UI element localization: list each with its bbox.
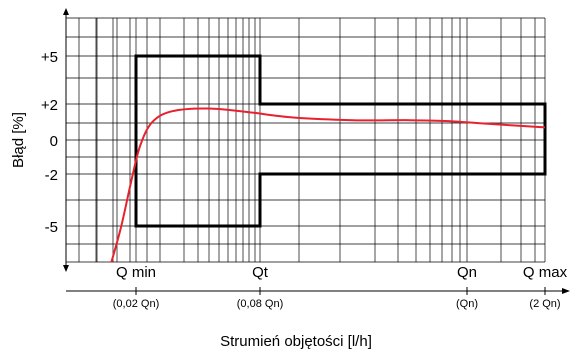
x-marker-sublabel: (2 Qn) xyxy=(529,298,560,310)
x-marker-label: Q max xyxy=(523,264,568,281)
x-marker-label: Qn xyxy=(457,264,477,281)
x-marker-label: Qt xyxy=(252,264,269,281)
y-tick-label: 0 xyxy=(50,133,58,150)
y-tick-label: -5 xyxy=(45,219,58,236)
y-axis-arrow-up xyxy=(63,8,69,15)
x-marker-sublabel: (0,08 Qn) xyxy=(237,298,283,310)
y-axis-arrow-down xyxy=(63,265,69,272)
y-tick-label: +2 xyxy=(41,97,58,114)
tick-labels: +5 +2 0 -2 -5 Q min (0,02 Qn) Qt (0,08 Qn) Qn (Qn)… xyxy=(41,49,568,310)
series-line-0 xyxy=(110,107,546,263)
series-curve xyxy=(110,107,546,263)
y-tick-label: +5 xyxy=(41,49,58,66)
x-marker-sublabel: (Qn) xyxy=(456,298,478,310)
y-tick-label: -2 xyxy=(45,167,58,184)
x-marker-sublabel: (0,02 Qn) xyxy=(113,298,159,310)
x-marker-label: Q min xyxy=(116,264,156,281)
x-axis-arrow xyxy=(562,288,570,294)
y-axis-label: Błąd [%] xyxy=(10,112,27,168)
axes xyxy=(63,8,570,295)
tolerance-envelope xyxy=(134,54,547,228)
x-axis-label: Strumień objętości [l/h] xyxy=(220,333,372,350)
tolerance-limit-outline xyxy=(134,54,547,228)
